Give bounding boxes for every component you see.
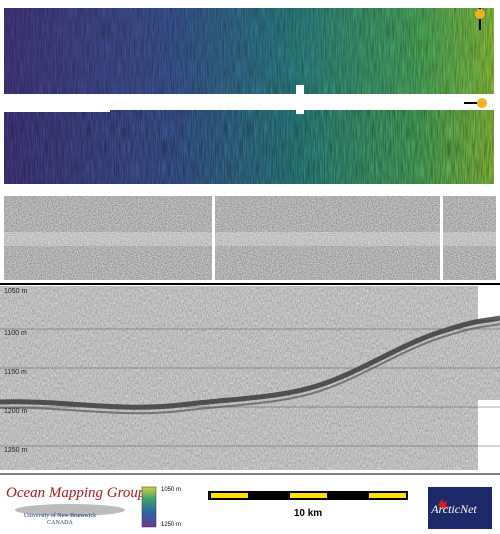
scale-bar-label: 10 km <box>294 508 322 519</box>
footer: Ocean Mapping Group University of New Br… <box>6 485 492 529</box>
logo-box <box>428 487 492 529</box>
bathymetry-strip-2 <box>0 98 494 184</box>
nadir-band <box>4 232 496 246</box>
blank <box>478 286 500 320</box>
scale-bar-segment <box>369 493 406 498</box>
blank <box>478 400 500 470</box>
colorbar <box>141 486 157 528</box>
scale-bar-segment <box>290 493 327 498</box>
strip-texture <box>4 110 494 184</box>
partner-logo: ArcticNet <box>428 487 492 529</box>
logo-title: Ocean Mapping Group <box>6 485 146 501</box>
logo-swoosh <box>15 504 125 516</box>
gap <box>296 85 304 95</box>
scale-bar-segment <box>211 493 248 498</box>
gap <box>212 196 215 280</box>
depth-label: 1100 m <box>4 330 27 337</box>
backscatter-strip <box>4 196 496 280</box>
seismic-profile: 1050 m 1100 m 1150 m 1200 m 1250 m <box>0 286 500 470</box>
logo-country: CANADA <box>47 520 73 526</box>
depth-label: 1250 m <box>4 447 28 454</box>
gap <box>296 106 304 114</box>
sun-icon <box>477 98 487 108</box>
depth-grid: 1050 m 1100 m 1150 m 1200 m 1250 m <box>0 288 500 454</box>
strip-texture <box>4 196 496 280</box>
depth-label: 1050 m <box>4 288 28 295</box>
depth-label: 1200 m <box>4 408 28 415</box>
maple-leaf <box>438 499 450 510</box>
colorbar-top-label: 1050 m <box>161 487 181 493</box>
depth-label: 1150 m <box>4 369 27 376</box>
gap <box>0 100 110 112</box>
subbottom-reflector <box>0 323 500 415</box>
logo-university: University of New Brunswick <box>24 512 96 519</box>
sun-icon <box>475 9 485 19</box>
gap <box>440 196 443 280</box>
partner-name: ArcticNet <box>430 502 477 516</box>
bathymetry-strip-1 <box>4 8 494 95</box>
scale-bar: 10 km <box>208 491 408 519</box>
colorbar-bottom-label: 1250 m <box>161 522 181 528</box>
profile-texture <box>0 286 500 470</box>
strip-texture <box>4 8 494 94</box>
